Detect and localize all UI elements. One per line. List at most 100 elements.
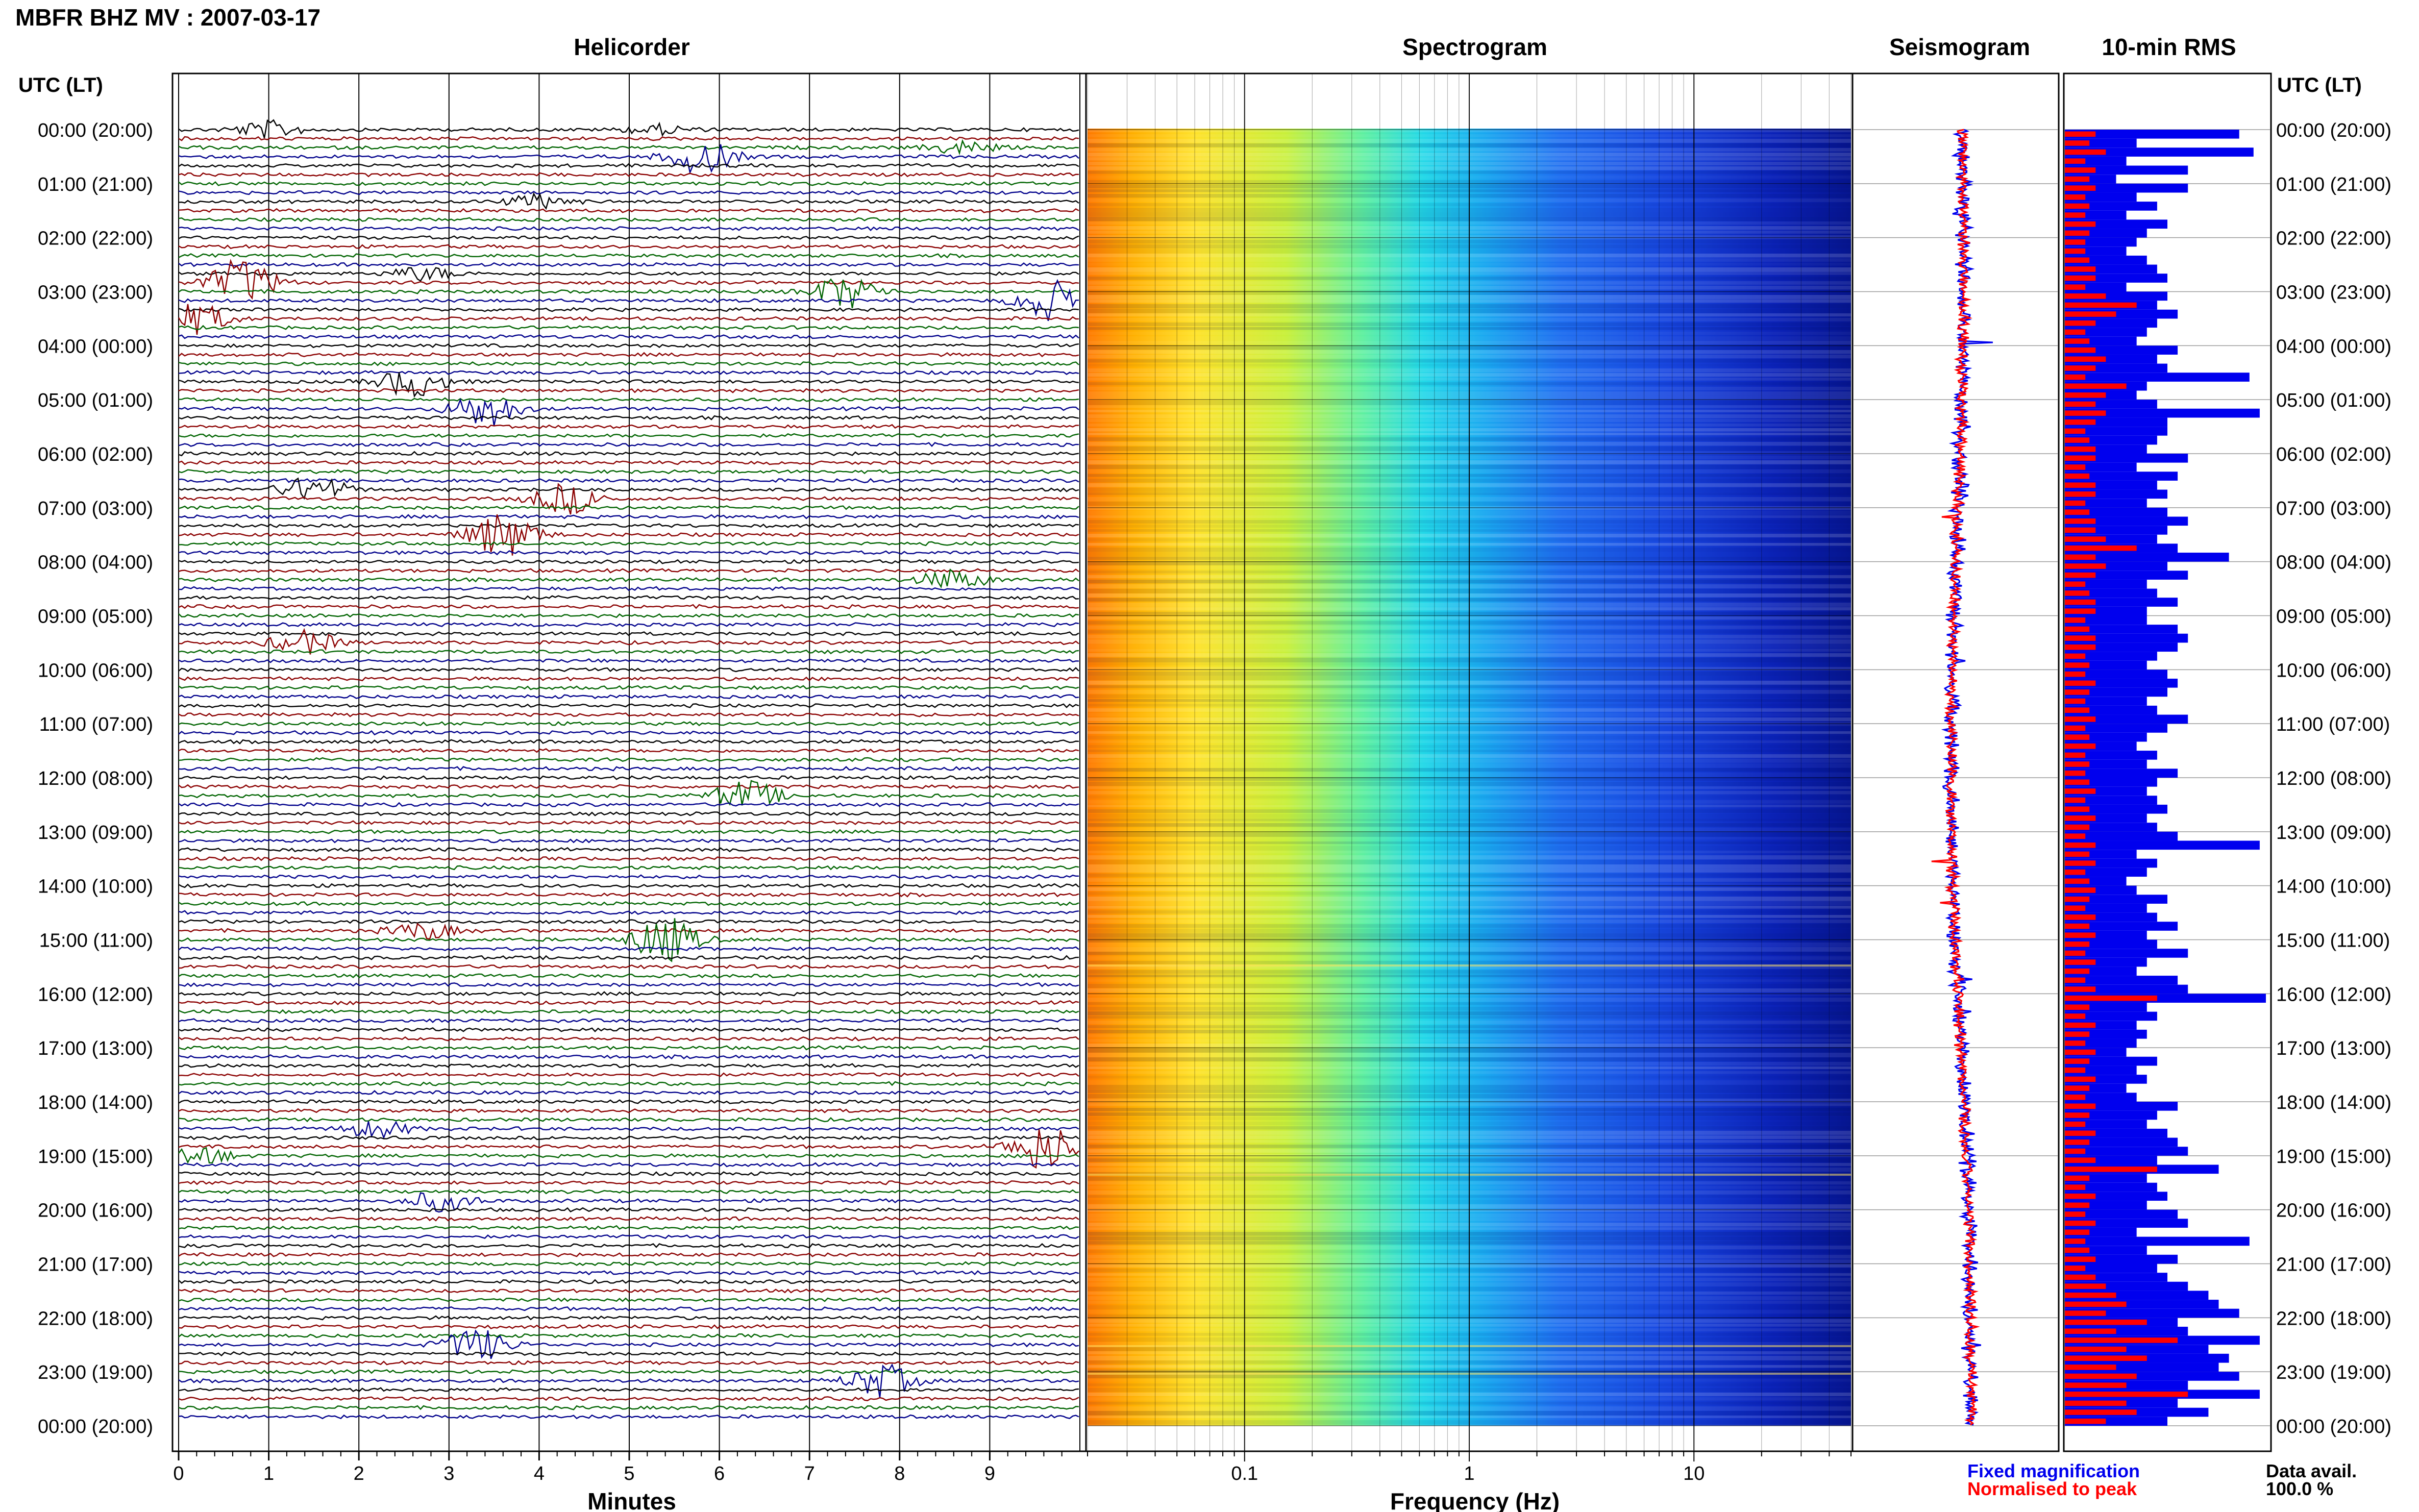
rms-bar-normalised xyxy=(2065,806,2090,812)
seismogram-panel xyxy=(1852,72,2060,1452)
x-tick-label: 2 xyxy=(354,1463,364,1484)
helicorder-trace xyxy=(178,343,1079,349)
time-label-left: 01:00 (21:00) xyxy=(38,174,153,195)
helicorder-trace xyxy=(178,1171,1079,1177)
rms-bar-fixed xyxy=(2065,922,2178,931)
rms-bar-normalised xyxy=(2065,887,2096,893)
helicorder-trace xyxy=(178,1387,1079,1392)
time-label-right: 05:00 (01:00) xyxy=(2276,390,2391,411)
helicorder-trace xyxy=(178,460,1079,465)
rms-bar-normalised xyxy=(2065,563,2106,569)
helicorder-trace xyxy=(178,1405,1079,1410)
helicorder-panel: 0 1 2 3 4 5 6 7 8 9 Minutes xyxy=(171,72,1087,1512)
helicorder-trace xyxy=(178,483,1079,515)
rms-bar-normalised xyxy=(2065,392,2106,398)
x-tick-label: 8 xyxy=(894,1463,905,1484)
helicorder-trace xyxy=(178,1252,1079,1257)
helicorder-trace xyxy=(178,730,1079,736)
rms-bar-normalised xyxy=(2065,536,2106,542)
x-tick-label: 9 xyxy=(984,1463,995,1484)
helicorder-trace xyxy=(178,802,1079,807)
rms-bar-normalised xyxy=(2065,158,2086,164)
rms-bar-normalised xyxy=(2065,1391,2188,1397)
helicorder-trace xyxy=(178,192,1079,210)
rms-bar-normalised xyxy=(2065,995,2157,1001)
helicorder-trace xyxy=(178,847,1079,853)
rms-bar-fixed xyxy=(2065,751,2157,760)
helicorder-trace xyxy=(178,163,1079,168)
x-tick-label: 1 xyxy=(263,1463,274,1484)
helicorder-trace xyxy=(178,982,1079,987)
data-avail-value: 100.0 % xyxy=(2266,1478,2333,1499)
helicorder-trace xyxy=(178,622,1079,628)
helicorder-trace xyxy=(178,1270,1079,1276)
rms-bar-fixed xyxy=(2065,472,2178,481)
helicorder-trace xyxy=(178,1315,1079,1321)
helicorder-grid xyxy=(178,73,1080,1451)
helicorder-trace xyxy=(178,955,1079,960)
rms-bar-normalised xyxy=(2065,1373,2137,1379)
helicorder-trace xyxy=(178,1333,1079,1339)
time-label-left: 21:00 (17:00) xyxy=(38,1254,153,1276)
helicorder-trace xyxy=(178,676,1079,682)
time-label-left: 14:00 (10:00) xyxy=(38,876,153,898)
time-label-right: 00:00 (20:00) xyxy=(2276,1416,2391,1437)
helicorder-trace xyxy=(178,667,1079,673)
rms-bar-normalised xyxy=(2065,302,2137,308)
rms-bar-normalised xyxy=(2065,428,2086,434)
rms-bar-normalised xyxy=(2065,1076,2096,1082)
helicorder-trace xyxy=(178,172,1079,178)
rms-bar-normalised xyxy=(2065,446,2096,452)
rms-bar-normalised xyxy=(2065,608,2096,614)
rms-bar-normalised xyxy=(2065,617,2086,623)
time-label-right: 18:00 (14:00) xyxy=(2276,1092,2391,1113)
rms-bar-normalised xyxy=(2065,977,2086,983)
rms-bar-normalised xyxy=(2065,1418,2106,1424)
helicorder-trace xyxy=(178,278,1079,309)
rms-bar-normalised xyxy=(2065,824,2090,830)
helicorder-trace xyxy=(178,1099,1079,1104)
rms-bar-normalised xyxy=(2065,941,2090,947)
rms-bar-normalised xyxy=(2065,689,2090,695)
rms-bar-normalised xyxy=(2065,329,2086,335)
rms-bar-normalised xyxy=(2065,1103,2096,1109)
helicorder-trace xyxy=(178,144,1079,175)
time-label-right: 23:00 (19:00) xyxy=(2276,1362,2391,1383)
rms-bar-fixed xyxy=(2065,1182,2157,1192)
helicorder-trace xyxy=(178,139,1079,156)
rms-bar-fixed xyxy=(2065,1011,2157,1021)
rms-bar-normalised xyxy=(2065,914,2096,920)
rms-bar-normalised xyxy=(2065,905,2086,911)
rms-bar-normalised xyxy=(2065,1184,2086,1190)
helicorder-trace xyxy=(178,703,1079,708)
rms-bar-fixed xyxy=(2065,1236,2250,1246)
helicorder-trace xyxy=(178,712,1079,717)
helicorder-trace xyxy=(178,541,1079,547)
helicorder-trace xyxy=(178,919,1079,924)
rms-bar-normalised xyxy=(2065,167,2096,173)
time-label-right: 11:00 (07:00) xyxy=(2276,714,2390,735)
rms-bar-normalised xyxy=(2065,365,2096,371)
helicorder-trace xyxy=(178,1018,1079,1024)
helicorder-trace xyxy=(178,451,1079,457)
rms-bar-normalised xyxy=(2065,680,2096,686)
helicorder-trace xyxy=(178,1162,1079,1168)
rms-bar-normalised xyxy=(2065,572,2096,578)
rms-bar-normalised xyxy=(2065,653,2086,659)
helicorder-trace xyxy=(178,586,1079,591)
rms-bar-normalised xyxy=(2065,230,2090,236)
helicorder-trace xyxy=(178,838,1079,844)
helicorder-trace xyxy=(178,325,1079,331)
rms-bar-normalised xyxy=(2065,1130,2096,1136)
helicorder-trace xyxy=(178,1279,1079,1284)
helicorder-trace xyxy=(178,631,1079,636)
rms-bar-normalised xyxy=(2065,1355,2147,1361)
time-label-left: 20:00 (16:00) xyxy=(38,1200,153,1222)
helicorder-trace xyxy=(178,1297,1079,1302)
helicorder-trace xyxy=(178,595,1079,600)
rms-bar-normalised xyxy=(2065,644,2096,650)
rms-title: 10-min RMS xyxy=(2102,34,2236,60)
rms-bar-normalised xyxy=(2065,1382,2127,1388)
helicorder-trace xyxy=(178,477,1079,500)
time-label-left: 04:00 (00:00) xyxy=(38,336,153,357)
